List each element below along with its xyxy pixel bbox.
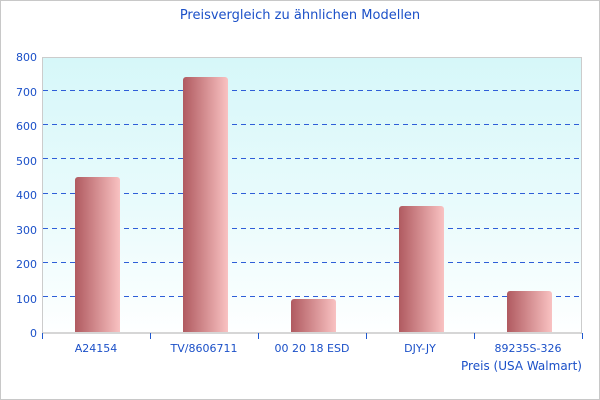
x-axis-label-A24154: A24154 bbox=[74, 342, 118, 355]
gridline-500 bbox=[43, 158, 581, 159]
x-axis-tick bbox=[150, 333, 151, 339]
plot-area bbox=[42, 57, 582, 334]
y-axis-label-0: 0 bbox=[30, 327, 37, 340]
gridline-200 bbox=[43, 262, 581, 263]
x-axis-label-DJY-JY: DJY-JY bbox=[404, 342, 436, 355]
bar-A24154 bbox=[75, 177, 120, 332]
x-axis-tick bbox=[258, 333, 259, 339]
x-axis-tick bbox=[474, 333, 475, 339]
y-axis-label-600: 600 bbox=[16, 120, 37, 133]
x-axis-label-89235S-326: 89235S-326 bbox=[494, 342, 562, 355]
y-axis-label-400: 400 bbox=[16, 189, 37, 202]
x-axis-tick bbox=[42, 333, 43, 339]
x-axis-label-TV/8606711: TV/8606711 bbox=[170, 342, 238, 355]
gridline-300 bbox=[43, 228, 581, 229]
x-axis-label-00 20 18 ESD: 00 20 18 ESD bbox=[274, 342, 350, 355]
gridline-700 bbox=[43, 90, 581, 91]
x-axis-tick bbox=[366, 333, 367, 339]
y-axis-label-300: 300 bbox=[16, 224, 37, 237]
gridline-600 bbox=[43, 124, 581, 125]
x-axis-tick bbox=[582, 333, 583, 339]
gridline-400 bbox=[43, 193, 581, 194]
y-axis-label-100: 100 bbox=[16, 293, 37, 306]
y-axis-label-700: 700 bbox=[16, 86, 37, 99]
chart-title: Preisvergleich zu ähnlichen Modellen bbox=[179, 8, 421, 23]
x-axis-title: Preis (USA Walmart) bbox=[461, 359, 582, 373]
bar-00 20 18 ESD bbox=[291, 299, 336, 332]
bar-89235S-326 bbox=[507, 291, 552, 332]
y-axis-label-500: 500 bbox=[16, 155, 37, 168]
bar-TV/8606711 bbox=[183, 77, 228, 332]
bar-DJY-JY bbox=[399, 206, 444, 332]
y-axis-label-800: 800 bbox=[16, 51, 37, 64]
y-axis-label-200: 200 bbox=[16, 258, 37, 271]
gridline-100 bbox=[43, 296, 581, 297]
